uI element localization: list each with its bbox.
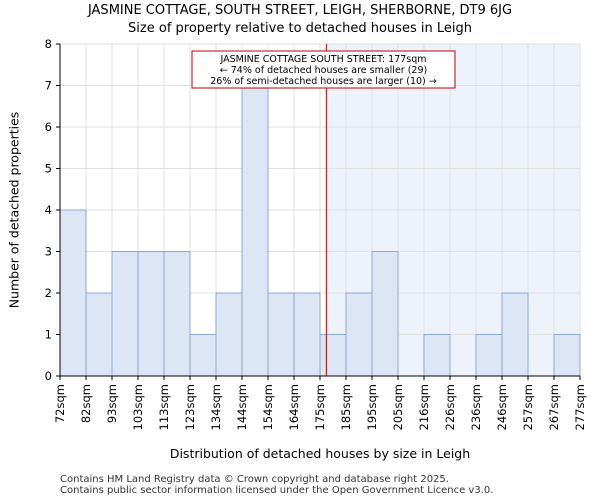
x-tick-label: 195sqm	[365, 384, 379, 430]
x-tick-label: 205sqm	[391, 384, 405, 430]
x-tick-label: 123sqm	[183, 384, 197, 430]
histogram-bar	[59, 209, 87, 377]
x-axis-label: Distribution of detached houses by size …	[170, 446, 470, 461]
x-tick-label: 236sqm	[469, 384, 483, 430]
x-tick-label: 185sqm	[339, 384, 353, 430]
y-axis-label: Number of detached properties	[6, 112, 21, 309]
y-tick-label: 3	[45, 245, 52, 259]
histogram-bar	[501, 292, 529, 377]
histogram-bar	[85, 292, 113, 377]
x-tick-label: 134sqm	[209, 384, 223, 430]
histogram-bar	[137, 251, 165, 377]
x-tick-label: 93sqm	[105, 384, 119, 423]
histogram-bar	[371, 251, 399, 377]
x-tick-label: 277sqm	[573, 384, 587, 430]
histogram-bar	[475, 334, 503, 377]
histogram-bar	[111, 251, 139, 377]
y-tick-label: 6	[45, 120, 52, 134]
footer-licence: Contains public sector information licen…	[60, 485, 494, 496]
x-tick-label: 144sqm	[235, 384, 249, 430]
y-tick-label: 7	[45, 79, 52, 93]
histogram-bar	[241, 85, 269, 377]
y-tick-label: 4	[45, 203, 52, 217]
annotation-line-2: ← 74% of detached houses are smaller (29…	[220, 65, 427, 76]
annotation-line-1: JASMINE COTTAGE SOUTH STREET: 177sqm	[219, 54, 426, 65]
x-tick-label: 216sqm	[417, 384, 431, 430]
histogram-bar	[319, 334, 347, 377]
x-tick-label: 164sqm	[287, 384, 301, 430]
x-tick-label: 103sqm	[131, 384, 145, 430]
x-tick-label: 246sqm	[495, 384, 509, 430]
annotation-box	[191, 50, 456, 89]
histogram-bar	[345, 292, 373, 377]
histogram-chart: 0 1 2 3 4 5 6 7 8 72sqm 82sqm 93sqm 103sqm 113sqm 123s…	[6, 37, 587, 461]
x-tick-label: 226sqm	[443, 384, 457, 430]
y-tick-label: 8	[45, 37, 52, 51]
histogram-bar	[215, 292, 243, 377]
x-tick-label: 113sqm	[157, 384, 171, 430]
histogram-bar	[163, 251, 191, 377]
y-tick-label: 5	[45, 162, 52, 176]
x-tick-label: 175sqm	[313, 384, 327, 430]
annotation-line-3: 26% of semi-detached houses are larger (…	[210, 76, 437, 87]
histogram-bar	[293, 292, 321, 377]
chart-title: JASMINE COTTAGE, SOUTH STREET, LEIGH, SH…	[87, 3, 513, 18]
histogram-bar	[553, 334, 581, 377]
histogram-bar	[189, 334, 217, 377]
x-tick-label: 72sqm	[53, 384, 67, 423]
histogram-bar	[267, 292, 295, 377]
x-tick-label: 154sqm	[261, 384, 275, 430]
x-tick-label: 257sqm	[521, 384, 535, 430]
chart-subtitle: Size of property relative to detached ho…	[128, 21, 472, 36]
x-tick-label: 82sqm	[79, 384, 93, 423]
y-tick-label: 1	[45, 328, 52, 342]
x-tick-label: 267sqm	[547, 384, 561, 430]
y-tick-label: 2	[45, 286, 52, 300]
y-tick-label: 0	[45, 369, 52, 383]
histogram-bar	[423, 334, 451, 377]
footer-copyright: Contains HM Land Registry data © Crown c…	[60, 474, 449, 485]
